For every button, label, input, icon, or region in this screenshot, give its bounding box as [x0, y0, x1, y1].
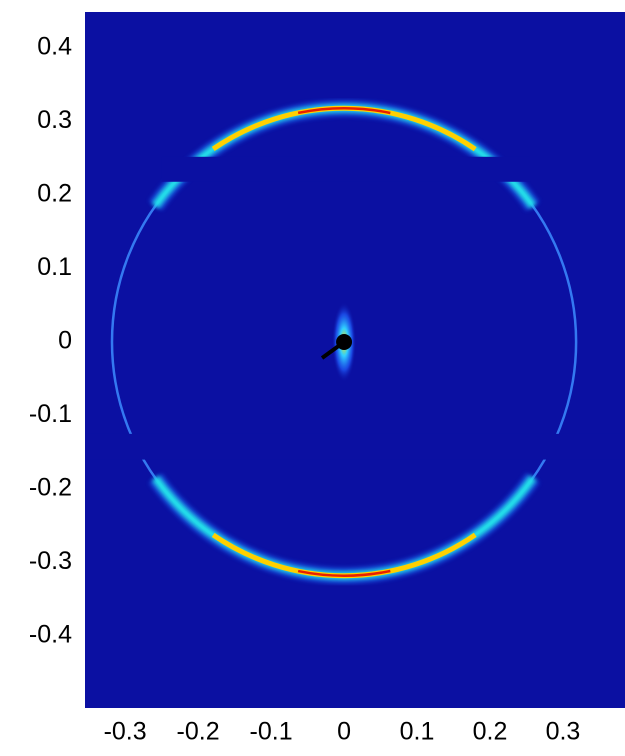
- x-tick-label: 0.1: [400, 718, 435, 746]
- x-tick-label: 0: [337, 718, 351, 746]
- plot-area: [85, 12, 625, 708]
- y-tick-label: -0.1: [29, 400, 72, 428]
- x-tick-label: 0.3: [546, 718, 581, 746]
- x-tick-label: 0.2: [473, 718, 508, 746]
- beamstop: [336, 334, 352, 350]
- x-tick-label: -0.3: [104, 718, 147, 746]
- x-tick-label: -0.2: [177, 718, 220, 746]
- y-tick-label: 0.4: [37, 33, 72, 61]
- y-tick-label: -0.4: [29, 621, 72, 649]
- y-tick-label: 0: [58, 327, 72, 355]
- y-tick-label: 0.2: [37, 180, 72, 208]
- y-tick-label: 0.3: [37, 106, 72, 134]
- y-tick-label: -0.3: [29, 547, 72, 575]
- detector-gap: [85, 434, 625, 460]
- y-tick-label: -0.2: [29, 474, 72, 502]
- x-tick-label: -0.1: [250, 718, 293, 746]
- y-tick-label: 0.1: [37, 253, 72, 281]
- detector-gap: [162, 157, 531, 182]
- chart: -0.3 -0.2 -0.1 0 0.1 0.2 0.3 0.4 0.3 0.2 0.1 0 -0.1 -…: [0, 0, 625, 751]
